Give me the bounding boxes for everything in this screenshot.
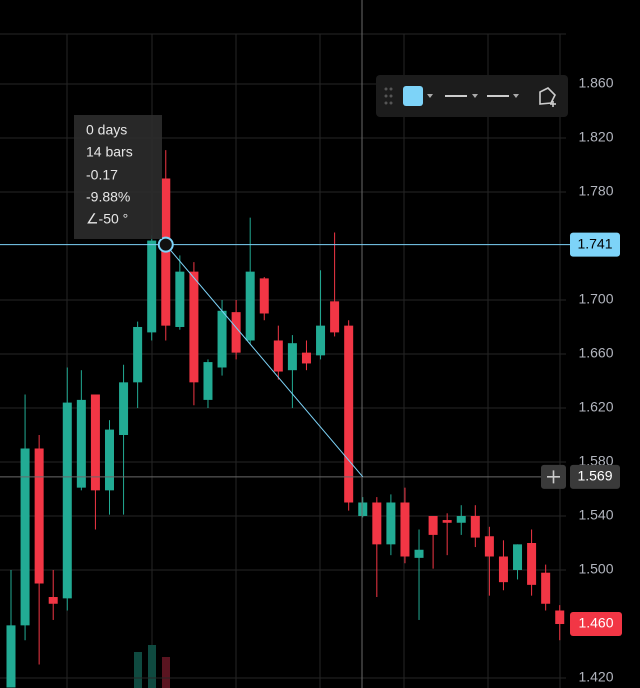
y-tick-label: 1.620 (578, 399, 613, 415)
candle-body (6, 625, 16, 688)
price-badge (570, 232, 620, 257)
candle-body (273, 340, 283, 372)
candle-body (386, 502, 396, 545)
tooltip-text: -0.17 (86, 167, 118, 183)
candle-body (513, 544, 523, 571)
candle-body (484, 536, 494, 557)
candle-body (358, 502, 368, 516)
candle-body (330, 301, 340, 333)
candle-body (62, 402, 72, 599)
y-tick-label: 1.660 (578, 345, 613, 361)
candle-body (555, 610, 565, 625)
overlay: 1.741 1.569 1.460 (0, 232, 622, 637)
tooltip: 0 days 14 bars -0.17 -9.88% ∠-50 ° (74, 115, 162, 239)
candle-body (316, 325, 326, 356)
y-tick-label: 1.780 (578, 183, 613, 199)
tooltip-box (74, 115, 162, 239)
candle-body (245, 271, 255, 341)
candle-body (372, 502, 382, 545)
candle-body (442, 520, 452, 523)
tooltip-text: 14 bars (86, 144, 133, 160)
trend-line (165, 244, 364, 478)
candle-body (104, 429, 114, 491)
candle-body (34, 448, 44, 584)
price-badge-label: 1.741 (577, 235, 612, 251)
price-badge-label: 1.569 (577, 468, 612, 484)
candle-body (175, 271, 185, 327)
candle-body (217, 310, 227, 368)
candle-body (527, 543, 537, 585)
y-tick-label: 1.700 (578, 291, 613, 307)
add-button-icon (547, 470, 560, 484)
candle-body (414, 549, 424, 558)
candle-body (203, 362, 213, 400)
line-style-picker[interactable] (487, 94, 519, 98)
candle-body (20, 448, 30, 626)
candle-body (119, 382, 129, 435)
candle-body (231, 312, 241, 353)
tooltip-text: ∠-50 ° (86, 211, 128, 227)
y-tick-label: 1.820 (578, 129, 613, 145)
candle-body (470, 516, 480, 538)
candle-body (189, 271, 199, 383)
y-tick-label: 1.500 (578, 561, 613, 577)
candle-body (428, 516, 438, 535)
candle-body (287, 343, 297, 371)
candle-body (90, 394, 100, 491)
price-badge (570, 612, 622, 637)
volume-bar (162, 657, 170, 688)
drag-handle[interactable] (384, 87, 393, 105)
volume-bars (134, 645, 170, 688)
y-tick-label: 1.860 (578, 75, 613, 91)
candle-body (259, 278, 269, 314)
candle-body (301, 352, 311, 364)
add-button[interactable] (541, 464, 566, 489)
y-tick-label: 1.420 (578, 669, 613, 685)
candle-body (147, 240, 157, 333)
candle-body (133, 326, 143, 383)
volume-bar (148, 645, 156, 688)
tooltip-text: 0 days (86, 122, 127, 138)
candle-body (541, 572, 551, 604)
toolbar-panel (376, 75, 568, 117)
price-badge-label: 1.460 (578, 615, 613, 631)
drawing-toolbar (376, 75, 568, 117)
candle-body (456, 516, 466, 523)
tooltip-text: -9.88% (86, 189, 130, 205)
candle-body (344, 325, 354, 503)
candle-body (48, 597, 58, 604)
trend-line-handle[interactable] (157, 236, 174, 253)
candle-body (76, 399, 86, 488)
y-tick-label: 1.580 (578, 453, 613, 469)
color-picker[interactable] (403, 86, 433, 106)
price-badge (570, 464, 620, 489)
candle-body (400, 502, 410, 557)
settings-button[interactable] (539, 87, 556, 107)
volume-bar (134, 652, 142, 688)
line-width-picker[interactable] (445, 94, 478, 98)
y-tick-label: 1.540 (578, 507, 613, 523)
candle-body (498, 556, 508, 583)
